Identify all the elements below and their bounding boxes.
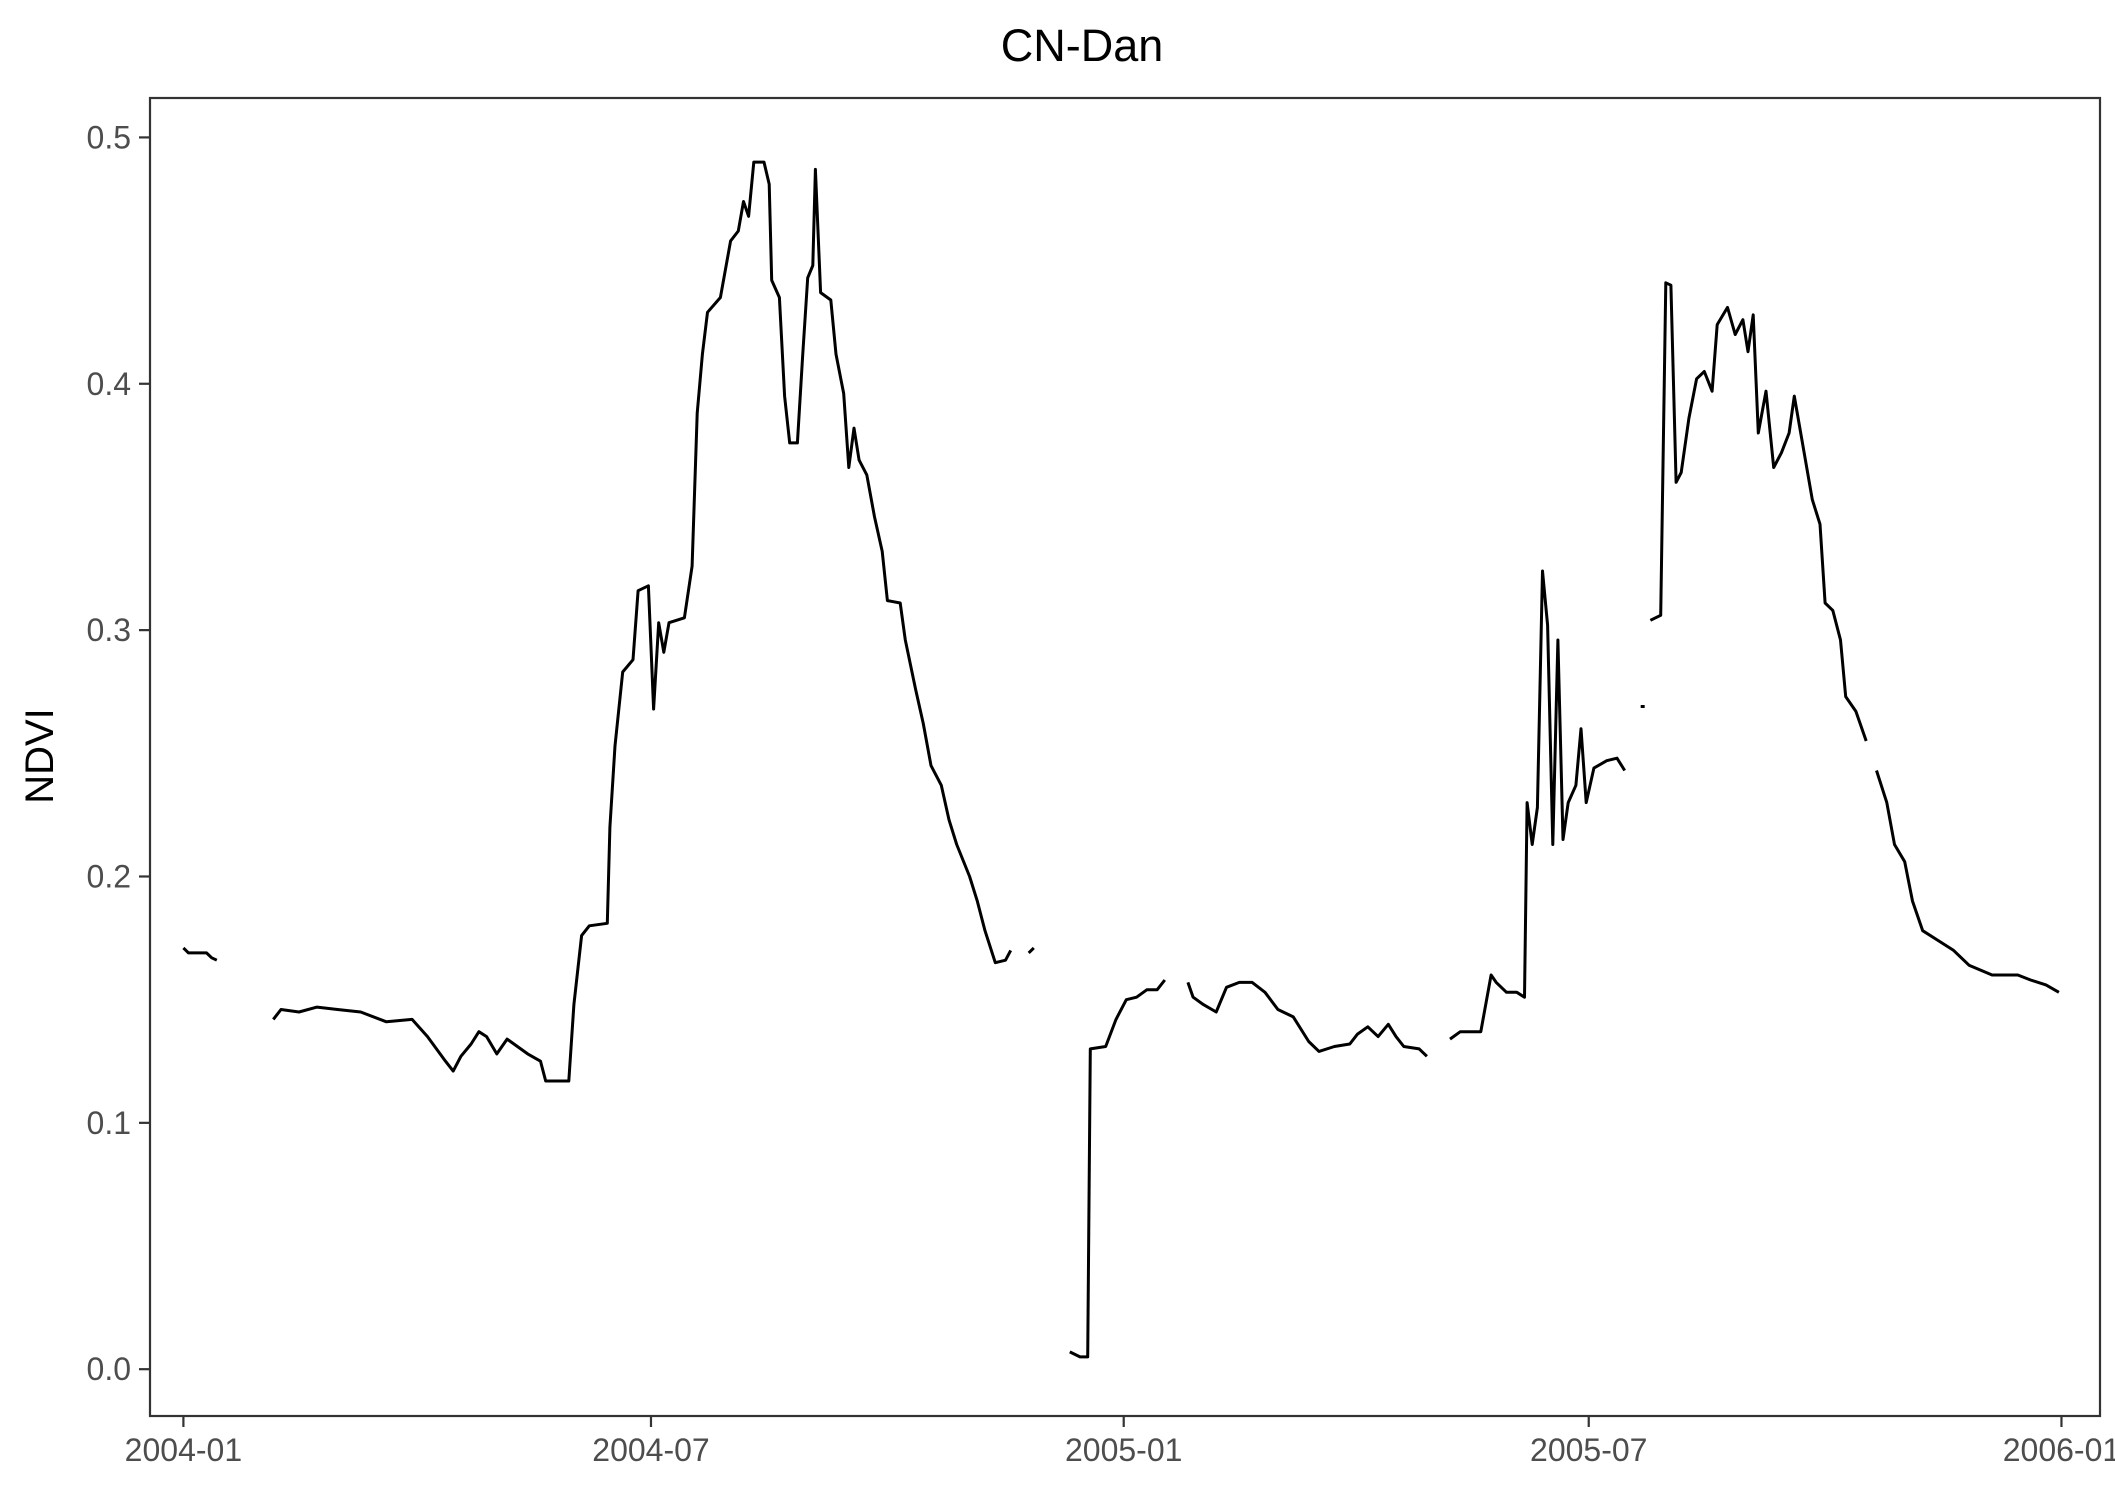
x-tick-label: 2004-01 — [125, 1432, 242, 1468]
series-line-segment — [182, 946, 218, 962]
y-axis-label: NDVI — [18, 708, 62, 804]
y-tick-label: 0.4 — [87, 366, 131, 402]
y-tick-label: 0.2 — [87, 858, 131, 894]
x-tick-label: 2006-01 — [2003, 1432, 2115, 1468]
chart-title: CN-Dan — [1001, 20, 1164, 71]
x-axis: 2004-01 2004-07 2005-01 2005-07 2006-01 — [125, 1416, 2115, 1468]
series-line-segment — [1186, 980, 1428, 1058]
x-tick-label: 2005-01 — [1065, 1432, 1182, 1468]
series-line-segment — [272, 160, 1013, 1083]
series-line-segment — [1449, 569, 1626, 1041]
y-tick-label: 0.0 — [87, 1351, 131, 1387]
series-line-segment — [1027, 946, 1035, 954]
series-line-segment — [1649, 281, 1868, 742]
plot-frame — [148, 96, 2102, 1418]
x-tick-label: 2005-07 — [1530, 1432, 1647, 1468]
y-tick-label: 0.1 — [87, 1105, 131, 1141]
y-axis: 0.0 0.1 0.2 0.3 0.4 0.5 — [87, 119, 150, 1387]
series-line-segment — [1875, 770, 2060, 994]
series-ndvi — [182, 160, 2060, 1359]
y-tick-label: 0.5 — [87, 119, 131, 155]
y-tick-label: 0.3 — [87, 612, 131, 648]
series-line-segment — [1069, 979, 1166, 1359]
x-tick-label: 2004-07 — [592, 1432, 709, 1468]
